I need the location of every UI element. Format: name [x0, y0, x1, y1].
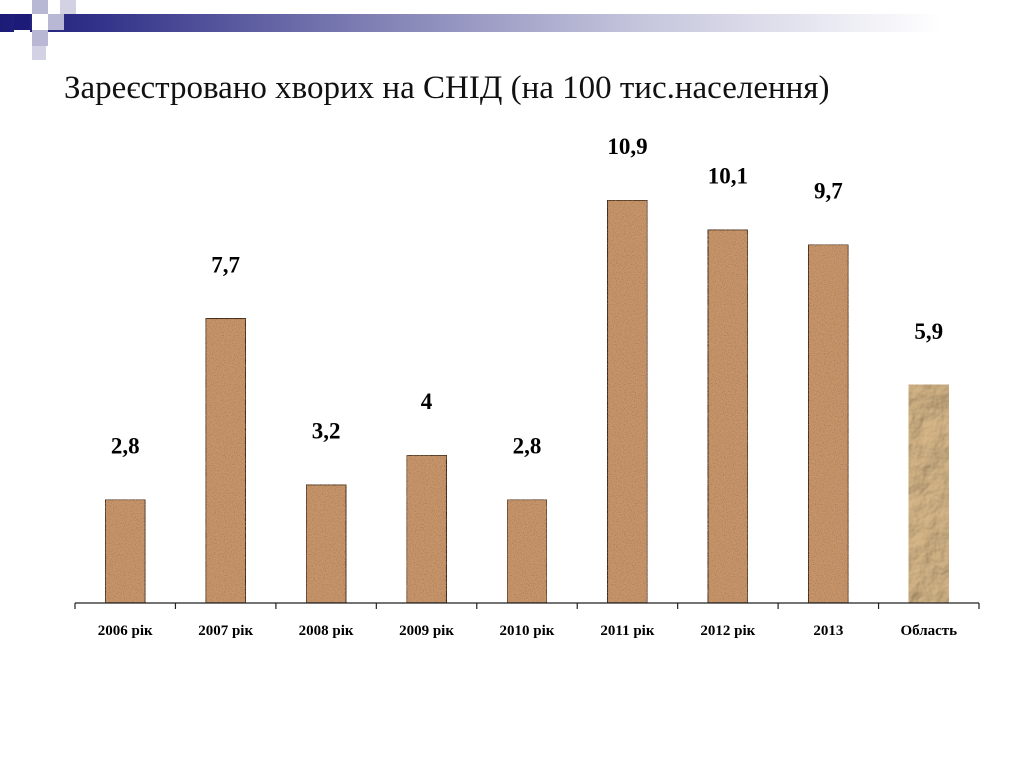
category-tick-label: 2008 рік	[299, 623, 354, 639]
bar-value-label: 5,9	[914, 319, 943, 344]
bar-1	[104, 498, 146, 604]
bar-4	[405, 454, 448, 604]
category-tick-label: 2012 рік	[700, 623, 755, 639]
bar-value-label: 9,7	[814, 179, 843, 204]
bar-8	[807, 243, 849, 604]
bar-6	[606, 199, 649, 604]
category-tick-label: 2007 рік	[198, 623, 253, 639]
bar-value-label: 7,7	[211, 252, 240, 277]
category-tick-label: 2013	[813, 623, 843, 639]
bar-3	[305, 484, 347, 604]
slide-title: Зареєстровано хворих на СНІД (на 100 тис…	[64, 70, 830, 106]
category-tick-label: 2009 рік	[399, 623, 454, 639]
category-tick-label: Область	[900, 623, 957, 639]
bar-5	[506, 498, 548, 604]
category-tick-label: 2006 рік	[98, 623, 153, 639]
bar-2	[205, 317, 247, 604]
header-gradient-bar	[0, 14, 1024, 32]
category-tick-label: 2011 рік	[600, 623, 654, 639]
category-tick-label: 2010 рік	[500, 623, 555, 639]
bar-value-label: 10,1	[708, 164, 748, 189]
bar-value-label: 4	[421, 389, 433, 414]
decorative-squares-logo	[14, 0, 76, 60]
bar-7	[707, 229, 749, 604]
bar-value-label: 3,2	[312, 419, 341, 444]
bar-value-label: 2,8	[513, 434, 542, 459]
bar-value-label: 10,9	[607, 134, 647, 159]
bar-oblast	[908, 384, 950, 604]
bar-value-label: 2,8	[111, 434, 140, 459]
